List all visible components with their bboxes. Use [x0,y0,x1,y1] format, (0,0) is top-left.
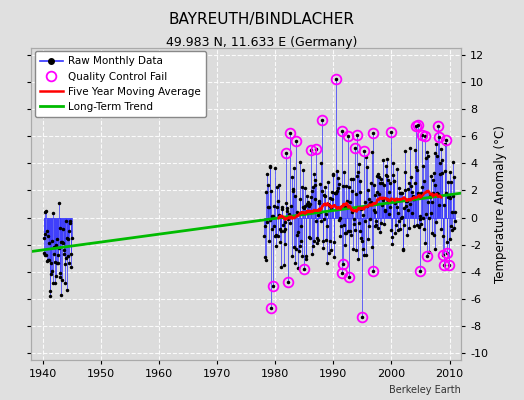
Text: Berkeley Earth: Berkeley Earth [389,385,461,395]
Text: 49.983 N, 11.633 E (Germany): 49.983 N, 11.633 E (Germany) [166,36,358,49]
Y-axis label: Temperature Anomaly (°C): Temperature Anomaly (°C) [494,125,507,283]
Legend: Raw Monthly Data, Quality Control Fail, Five Year Moving Average, Long-Term Tren: Raw Monthly Data, Quality Control Fail, … [35,51,206,117]
Text: BAYREUTH/BINDLACHER: BAYREUTH/BINDLACHER [169,12,355,27]
